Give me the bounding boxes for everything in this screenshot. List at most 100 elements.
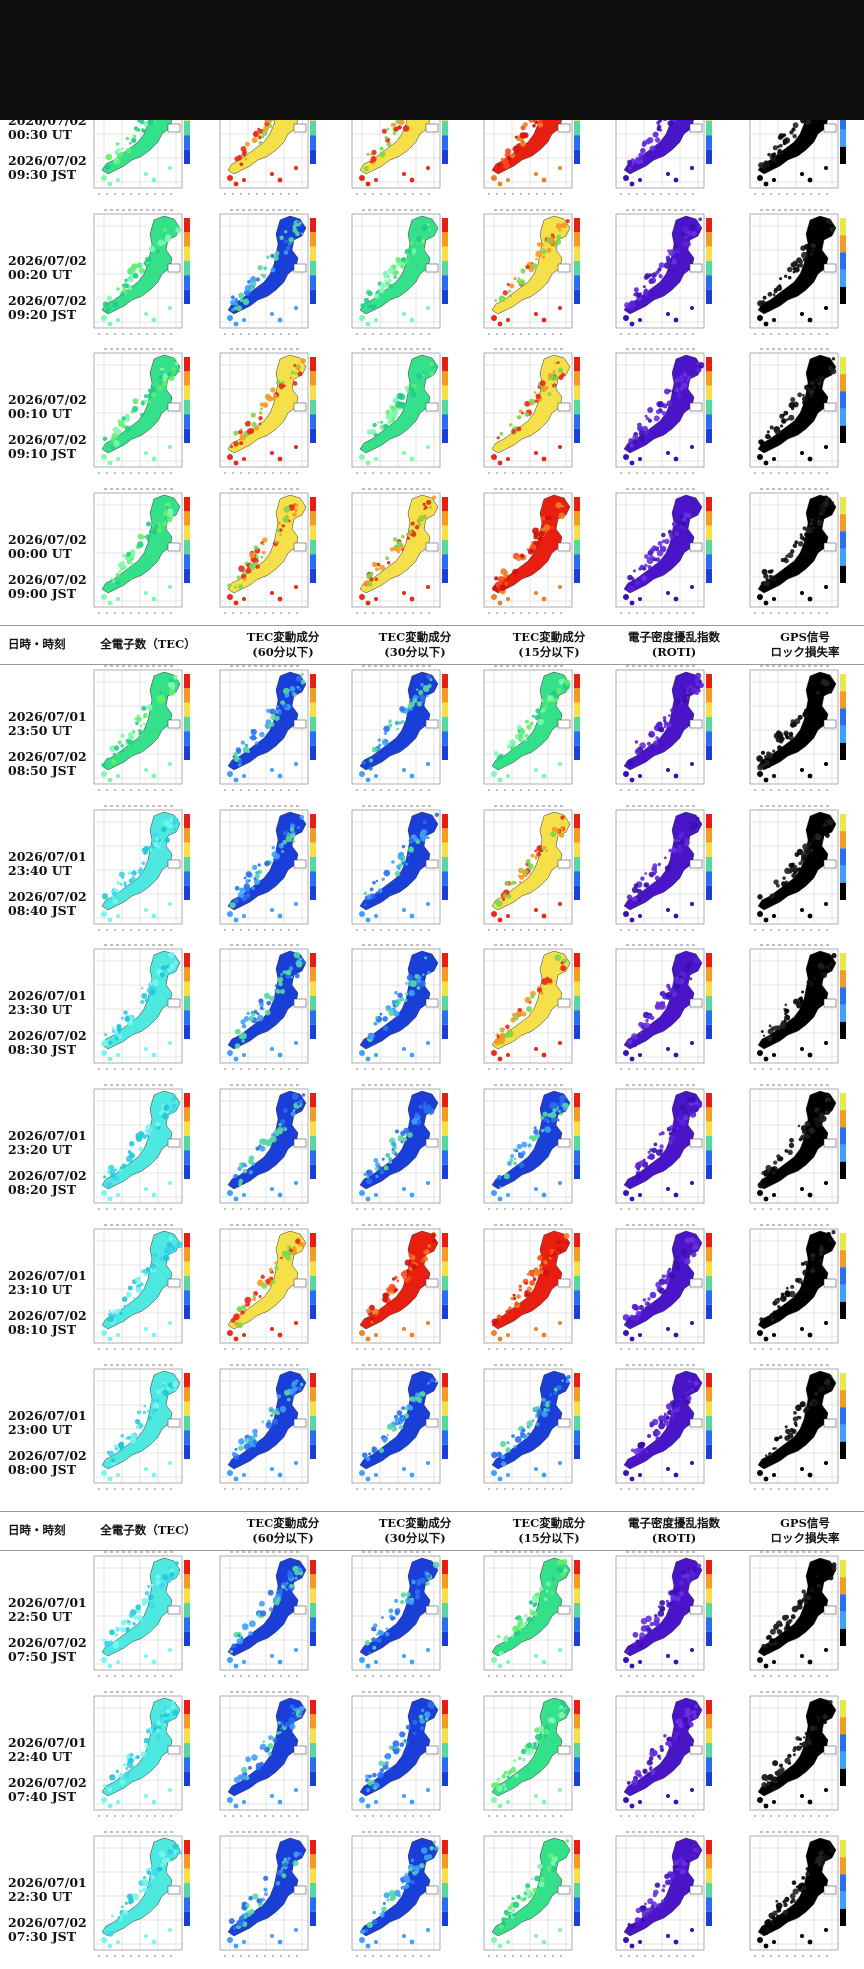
ionosphere-map-image	[606, 206, 724, 342]
ionosphere-map-image	[474, 802, 592, 938]
ut-date: 2026/07/01	[8, 1269, 87, 1283]
ionosphere-map-image	[84, 485, 202, 621]
ionosphere-map-image	[342, 802, 460, 938]
ut-date: 2026/07/01	[8, 850, 87, 864]
ionosphere-map-image	[342, 1221, 460, 1357]
ionosphere-map-image	[210, 941, 328, 1077]
column-header: TEC変動成分 (15分以下)	[494, 1516, 604, 1546]
jst-date: 2026/07/02	[8, 1309, 87, 1323]
column-header: TEC変動成分 (15分以下)	[494, 630, 604, 660]
ionosphere-map-image	[740, 802, 858, 938]
ut-clock: 23:50 UT	[8, 724, 87, 738]
ionosphere-map-image	[210, 662, 328, 798]
jst-date: 2026/07/02	[8, 433, 87, 447]
ionosphere-map-image	[210, 802, 328, 938]
ut-clock: 22:30 UT	[8, 1890, 87, 1904]
jst-date: 2026/07/02	[8, 750, 87, 764]
ut-date: 2026/07/01	[8, 1596, 87, 1610]
jst-clock: 08:00 JST	[8, 1463, 87, 1477]
ut-date: 2026/07/01	[8, 710, 87, 724]
ionosphere-map-image	[740, 941, 858, 1077]
ionosphere-map-image	[84, 345, 202, 481]
jst-clock: 09:20 JST	[8, 308, 87, 322]
ionosphere-map-image	[84, 1361, 202, 1497]
ionosphere-map-image	[606, 1548, 724, 1684]
ionosphere-map-image	[740, 1828, 858, 1964]
column-header: 電子密度擾乱指数 (ROTI)	[614, 630, 734, 660]
ionosphere-map-image	[606, 941, 724, 1077]
ut-clock: 00:20 UT	[8, 268, 87, 282]
ut-clock: 22:50 UT	[8, 1610, 87, 1624]
ionosphere-map-image	[740, 345, 858, 481]
column-header: TEC変動成分 (60分以下)	[228, 630, 338, 660]
ut-clock: 23:20 UT	[8, 1143, 87, 1157]
ionosphere-map-image	[342, 1548, 460, 1684]
jst-clock: 07:50 JST	[8, 1650, 87, 1664]
ionosphere-map-image	[210, 1081, 328, 1217]
ionosphere-map-image	[474, 1081, 592, 1217]
ionosphere-map-image	[474, 1221, 592, 1357]
ionosphere-map-image	[342, 941, 460, 1077]
ut-clock: 23:30 UT	[8, 1003, 87, 1017]
ut-date: 2026/07/01	[8, 1409, 87, 1423]
ut-date: 2026/07/02	[8, 533, 87, 547]
jst-date: 2026/07/02	[8, 890, 87, 904]
ionosphere-map-image	[474, 941, 592, 1077]
ionosphere-map-image	[210, 485, 328, 621]
ut-date: 2026/07/02	[8, 393, 87, 407]
ionosphere-map-image	[84, 206, 202, 342]
ionosphere-map-image	[210, 345, 328, 481]
ionosphere-map-image	[740, 1361, 858, 1497]
ionosphere-map-image	[342, 662, 460, 798]
ionosphere-map-image	[474, 345, 592, 481]
ut-clock: 00:00 UT	[8, 547, 87, 561]
column-header: GPS信号 ロック損失率	[760, 1516, 850, 1546]
ionosphere-map-image	[84, 662, 202, 798]
top-bar	[0, 0, 864, 120]
column-header-row: 日時・時刻全電子数（TEC）TEC変動成分 (60分以下)TEC変動成分 (30…	[0, 1511, 864, 1551]
column-header: 日時・時刻	[8, 637, 88, 652]
ionosphere-map-image	[342, 485, 460, 621]
ionosphere-map-image	[606, 1081, 724, 1217]
jst-date: 2026/07/02	[8, 1776, 87, 1790]
ut-clock: 22:40 UT	[8, 1750, 87, 1764]
ionosphere-map-image	[740, 1221, 858, 1357]
ionosphere-map-image	[210, 1828, 328, 1964]
ionosphere-map-image	[474, 206, 592, 342]
ionosphere-map-image	[740, 1548, 858, 1684]
ionosphere-map-image	[210, 206, 328, 342]
ionosphere-map-image	[210, 1688, 328, 1824]
jst-clock: 08:20 JST	[8, 1183, 87, 1197]
jst-date: 2026/07/02	[8, 1636, 87, 1650]
jst-clock: 09:00 JST	[8, 587, 87, 601]
ionosphere-map-image	[474, 1828, 592, 1964]
jst-clock: 08:30 JST	[8, 1043, 87, 1057]
ut-date: 2026/07/01	[8, 989, 87, 1003]
ionosphere-map-image	[84, 1221, 202, 1357]
